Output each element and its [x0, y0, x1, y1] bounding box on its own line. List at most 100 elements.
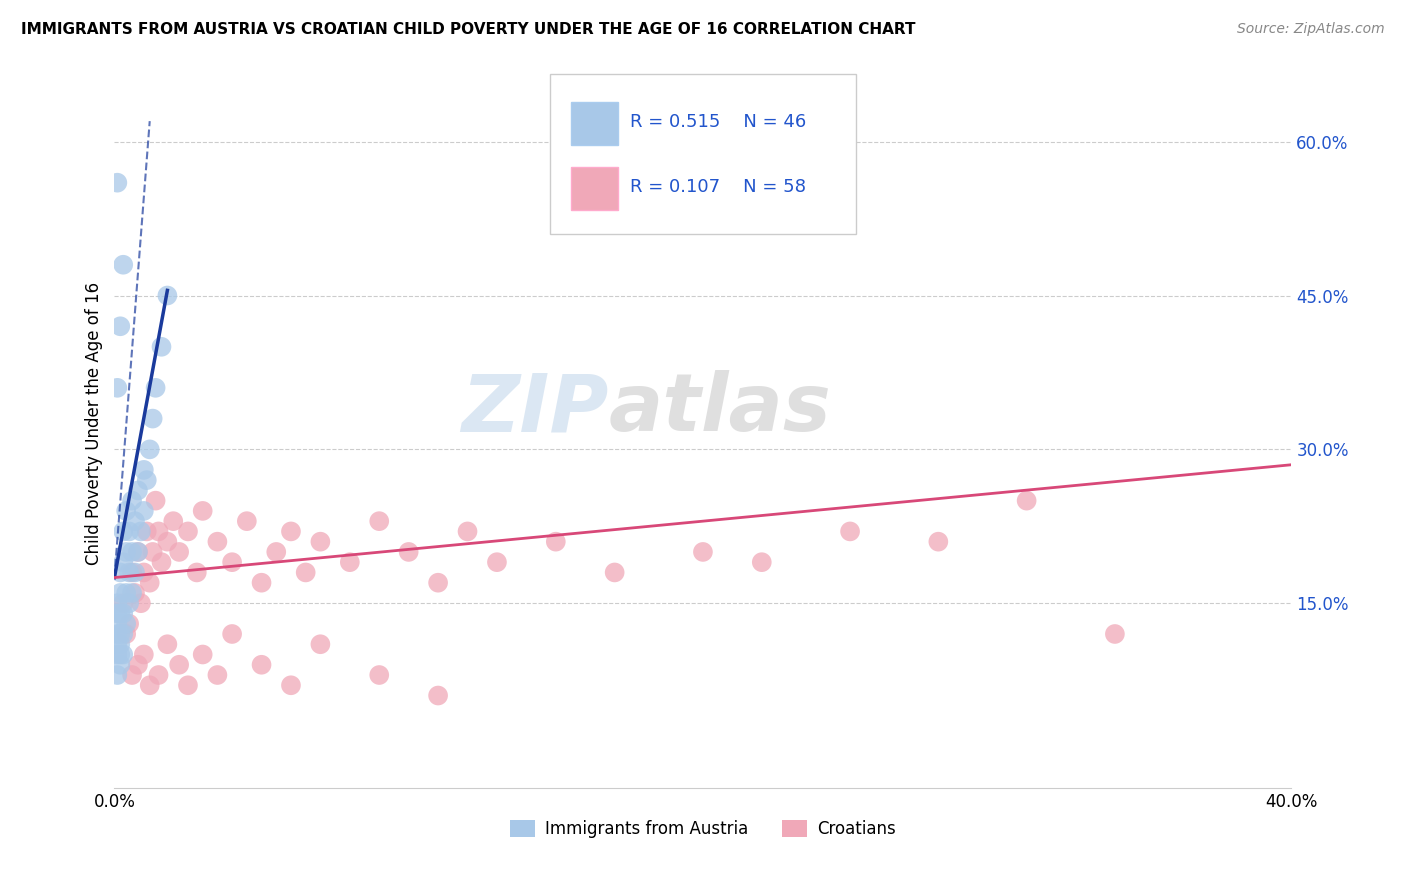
Point [121, 668, 143, 682]
Point [186, 566, 208, 580]
Point [309, 637, 332, 651]
Point [105, 607, 128, 621]
FancyBboxPatch shape [550, 74, 856, 235]
Point [115, 545, 138, 559]
Point [112, 648, 135, 662]
Point [127, 545, 149, 559]
Point [110, 637, 132, 651]
Point [250, 657, 273, 672]
Point [110, 627, 132, 641]
Point [112, 596, 135, 610]
Point [177, 524, 200, 539]
Point [112, 627, 135, 641]
Point [191, 648, 214, 662]
Point [751, 555, 773, 569]
Point [207, 534, 229, 549]
Point [294, 566, 316, 580]
Point [129, 524, 152, 539]
Point [127, 545, 149, 559]
Point [132, 648, 155, 662]
Point [457, 524, 479, 539]
Point [162, 514, 184, 528]
FancyBboxPatch shape [571, 102, 619, 145]
Point [118, 524, 141, 539]
Point [105, 648, 128, 662]
Point [427, 689, 450, 703]
Point [110, 657, 132, 672]
Point [124, 514, 146, 528]
Point [368, 514, 391, 528]
Point [110, 648, 132, 662]
Point [115, 616, 138, 631]
Point [427, 575, 450, 590]
Point [121, 545, 143, 559]
Point [105, 381, 128, 395]
Point [118, 596, 141, 610]
Point [692, 545, 714, 559]
Point [191, 504, 214, 518]
Point [368, 668, 391, 682]
Point [156, 534, 179, 549]
Point [142, 545, 165, 559]
Point [156, 637, 179, 651]
Point [135, 473, 157, 487]
Point [127, 657, 149, 672]
Point [280, 678, 302, 692]
Point [138, 678, 160, 692]
Point [110, 319, 132, 334]
Point [132, 566, 155, 580]
Point [115, 627, 138, 641]
Point [485, 555, 508, 569]
Point [167, 545, 190, 559]
Text: atlas: atlas [609, 370, 831, 448]
Point [221, 627, 243, 641]
Point [177, 678, 200, 692]
Text: IMMIGRANTS FROM AUSTRIA VS CROATIAN CHILD POVERTY UNDER THE AGE OF 16 CORRELATIO: IMMIGRANTS FROM AUSTRIA VS CROATIAN CHIL… [21, 22, 915, 37]
Point [1104, 627, 1126, 641]
Point [135, 524, 157, 539]
Point [544, 534, 567, 549]
Point [124, 566, 146, 580]
Point [118, 566, 141, 580]
Point [150, 555, 173, 569]
Point [145, 381, 167, 395]
Point [112, 555, 135, 569]
Point [132, 504, 155, 518]
Point [105, 616, 128, 631]
Point [105, 668, 128, 682]
Point [121, 493, 143, 508]
Text: ZIP: ZIP [461, 370, 609, 448]
Point [309, 534, 332, 549]
Point [118, 616, 141, 631]
Point [110, 566, 132, 580]
Point [110, 607, 132, 621]
Point [112, 258, 135, 272]
Point [339, 555, 361, 569]
Point [142, 411, 165, 425]
Point [156, 288, 179, 302]
Point [115, 504, 138, 518]
Point [221, 555, 243, 569]
Text: R = 0.515    N = 46: R = 0.515 N = 46 [630, 112, 806, 130]
Text: Source: ZipAtlas.com: Source: ZipAtlas.com [1237, 22, 1385, 37]
FancyBboxPatch shape [571, 168, 619, 211]
Point [121, 586, 143, 600]
Point [148, 524, 170, 539]
Point [264, 545, 287, 559]
Point [110, 586, 132, 600]
Point [105, 176, 128, 190]
Point [112, 607, 135, 621]
Point [129, 596, 152, 610]
Point [105, 596, 128, 610]
Legend: Immigrants from Austria, Croatians: Immigrants from Austria, Croatians [503, 814, 903, 845]
Point [236, 514, 259, 528]
Point [603, 566, 626, 580]
Point [927, 534, 949, 549]
Point [132, 463, 155, 477]
Text: R = 0.107    N = 58: R = 0.107 N = 58 [630, 178, 806, 196]
Y-axis label: Child Poverty Under the Age of 16: Child Poverty Under the Age of 16 [86, 282, 103, 566]
Point [207, 668, 229, 682]
Point [121, 566, 143, 580]
Point [105, 627, 128, 641]
Point [148, 668, 170, 682]
